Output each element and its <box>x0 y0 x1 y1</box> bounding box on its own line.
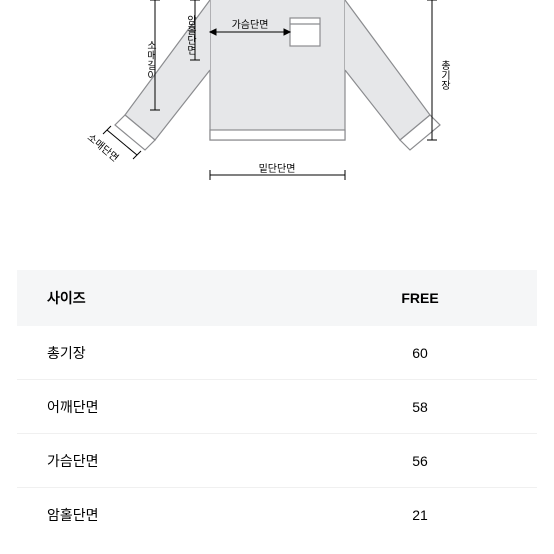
row-value: 60 <box>303 345 537 361</box>
hem-label: 밑단단면 <box>259 163 296 175</box>
size-table: 사이즈 FREE 총기장 60 어깨단면 58 가슴단면 56 암홀단면 21 <box>17 270 537 542</box>
garment-diagram: 소매길이 암홀단면 가슴단면 총기장 밑단단면 소매단면 <box>0 0 554 210</box>
sleeve-length-label: 소매길이 <box>145 40 157 81</box>
row-value: 56 <box>303 453 537 469</box>
table-row: 어깨단면 58 <box>17 380 537 434</box>
row-label: 가슴단면 <box>17 451 303 471</box>
row-label: 어깨단면 <box>17 397 303 417</box>
svg-text:총기장: 총기장 <box>439 60 451 90</box>
armhole-label: 암홀단면 <box>185 15 197 55</box>
row-value: 21 <box>303 507 537 523</box>
table-row: 암홀단면 21 <box>17 488 537 542</box>
row-value: 58 <box>303 399 537 415</box>
row-label: 암홀단면 <box>17 505 303 525</box>
svg-text:암홀단면: 암홀단면 <box>185 15 197 55</box>
total-length-label: 총기장 <box>439 60 451 90</box>
table-header: 사이즈 FREE <box>17 270 537 326</box>
table-row: 총기장 60 <box>17 326 537 380</box>
svg-text:소매길이: 소매길이 <box>145 40 157 81</box>
row-label: 총기장 <box>17 343 303 363</box>
header-size: 사이즈 <box>17 288 303 308</box>
chest-label: 가슴단면 <box>232 19 269 31</box>
table-row: 가슴단면 56 <box>17 434 537 488</box>
header-free: FREE <box>303 290 537 306</box>
